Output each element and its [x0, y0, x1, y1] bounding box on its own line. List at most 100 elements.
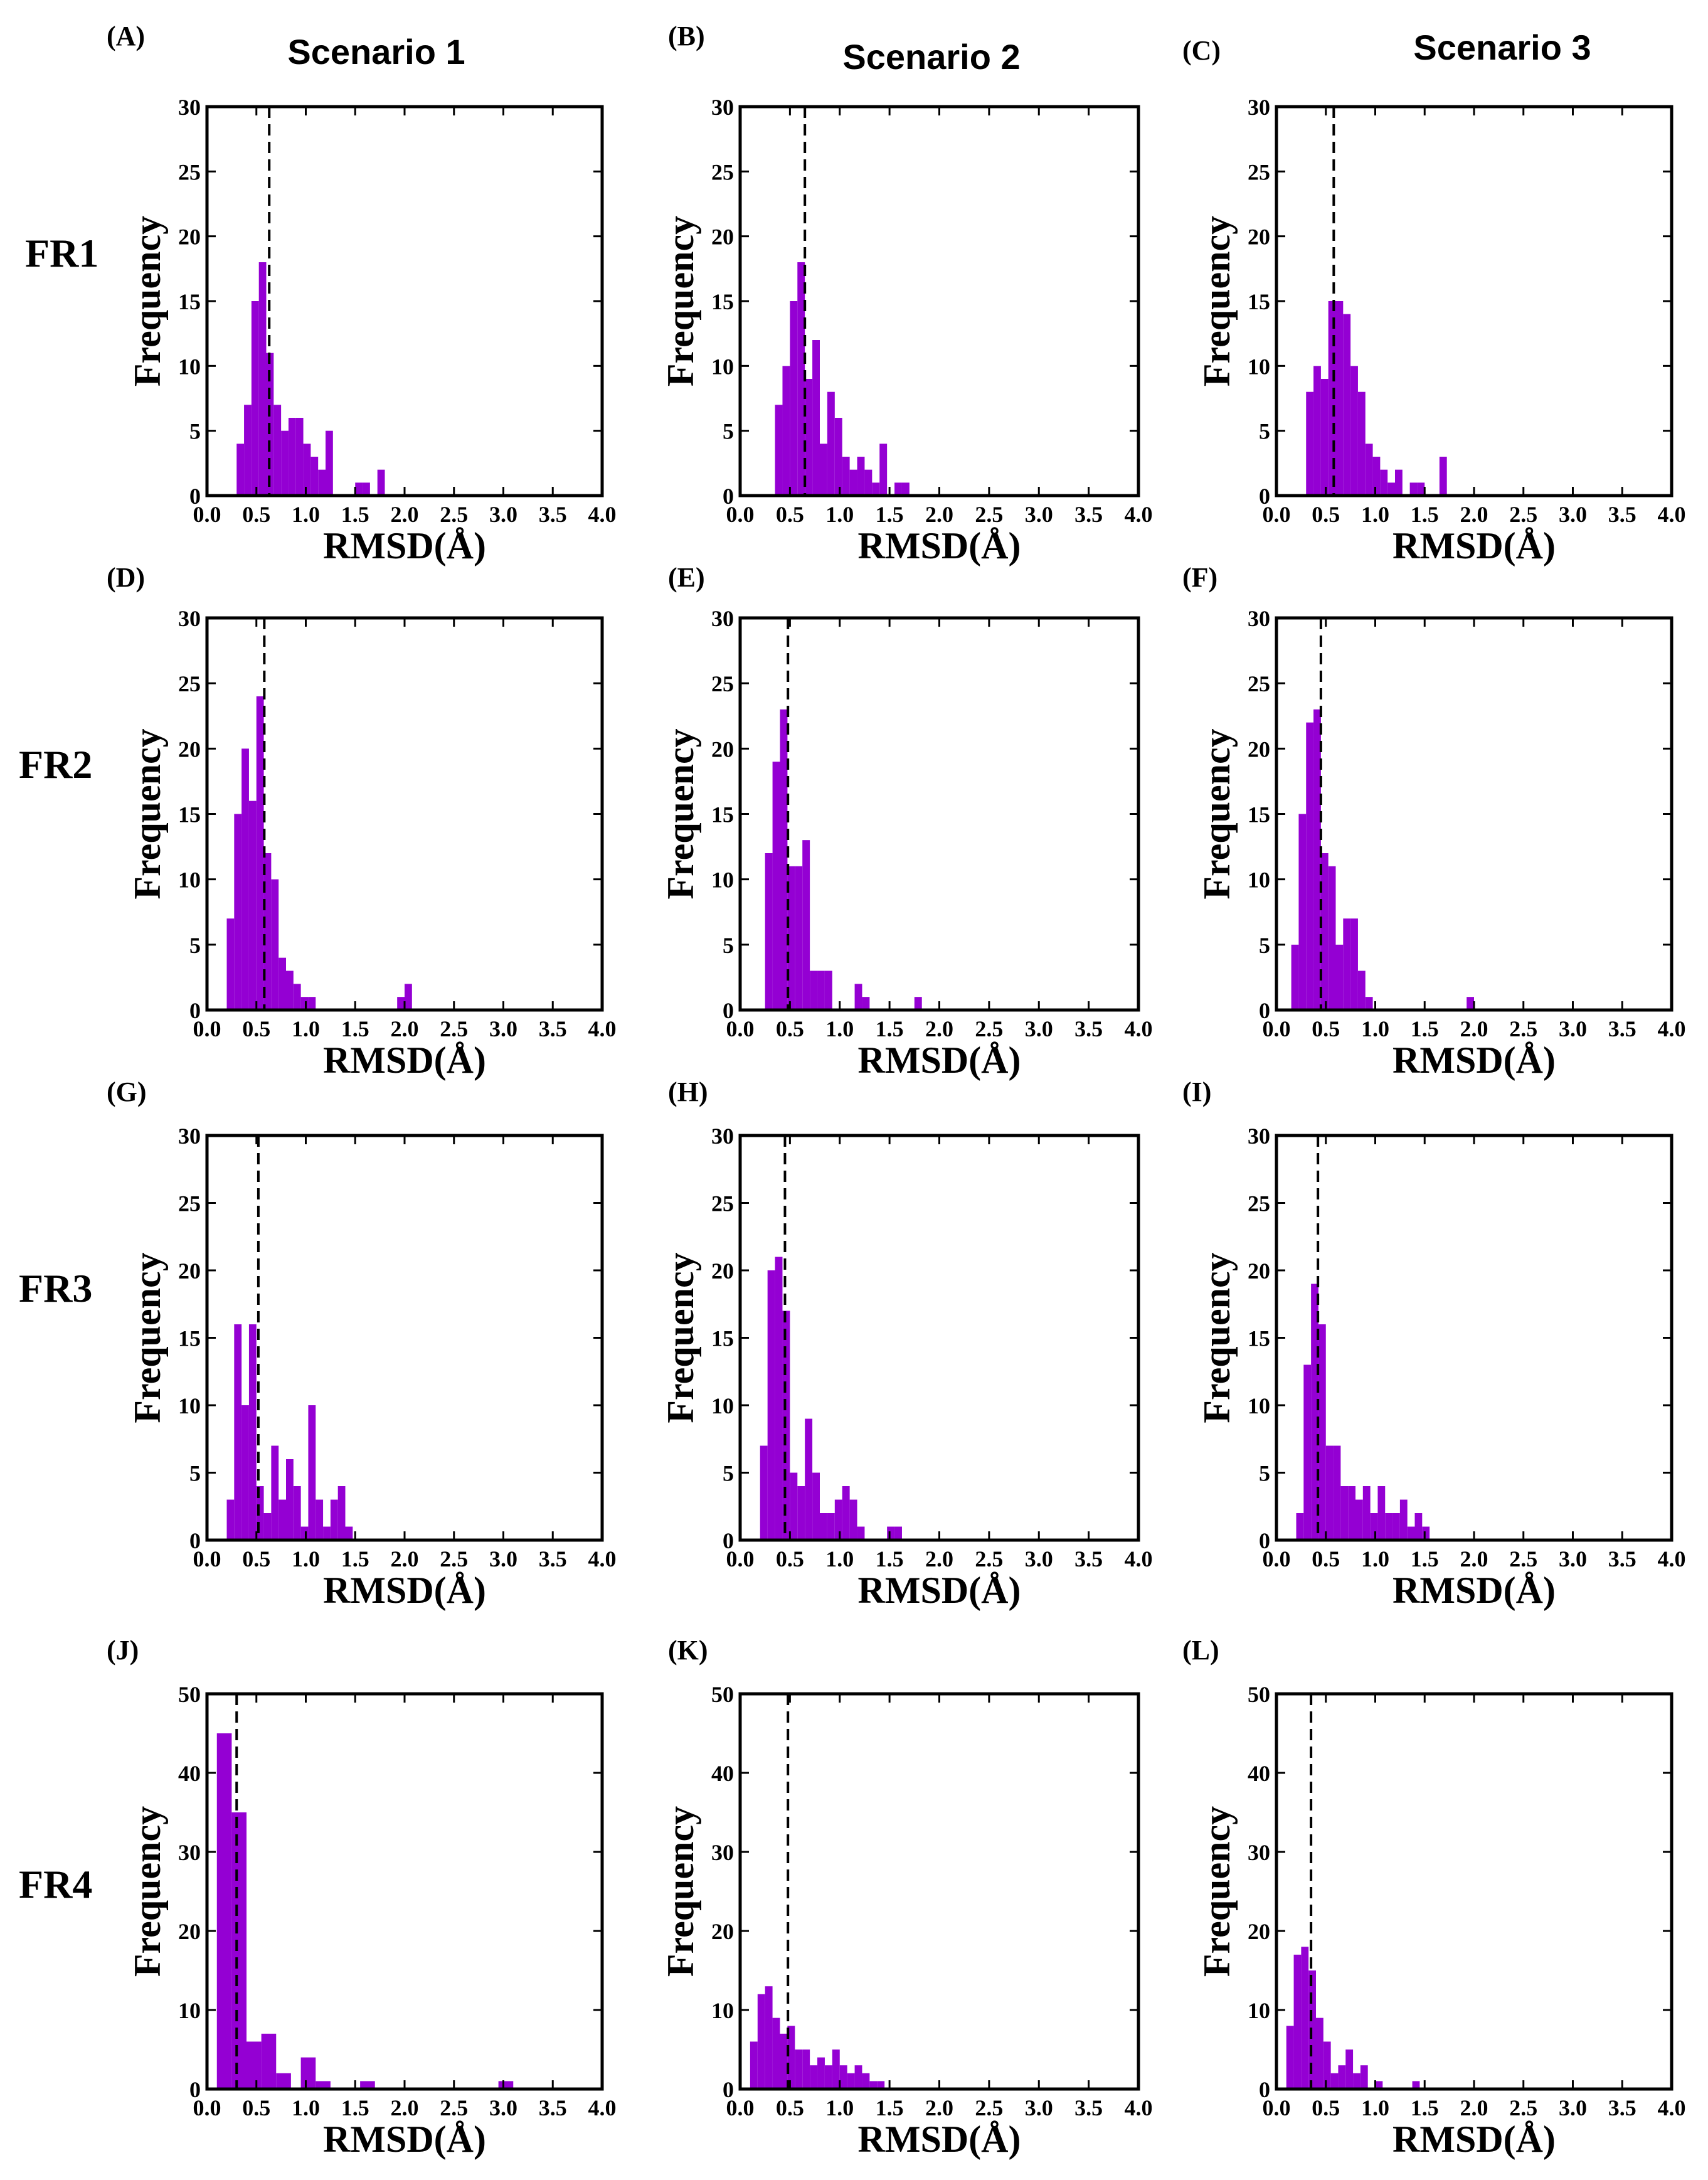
- y-tick-label: 20: [178, 1258, 201, 1284]
- histogram-bar: [323, 1526, 331, 1540]
- histogram-bar: [1338, 2065, 1346, 2089]
- x-tick-label: 1.0: [292, 1016, 320, 1041]
- x-tick-label: 2.5: [440, 1016, 468, 1041]
- y-tick-label: 5: [723, 419, 734, 444]
- y-tick-label: 10: [178, 354, 201, 379]
- y-tick-label: 15: [711, 1326, 734, 1351]
- y-tick-label: 10: [711, 1393, 734, 1418]
- y-tick-label: 5: [1259, 419, 1270, 444]
- x-tick-label: 0.5: [1312, 2095, 1340, 2120]
- y-tick-label: 50: [711, 1682, 734, 1707]
- y-axis-label: Frequency: [127, 728, 168, 899]
- histogram-bar: [377, 469, 385, 496]
- histogram-bar: [1375, 2081, 1383, 2089]
- histogram-bar: [236, 444, 245, 496]
- histogram-bar: [914, 997, 922, 1010]
- x-tick-label: 0.0: [726, 1546, 755, 1571]
- y-tick-label: 15: [178, 289, 201, 314]
- y-tick-label: 30: [711, 95, 734, 120]
- histogram-bar: [326, 430, 333, 496]
- y-tick-label: 10: [711, 354, 734, 379]
- x-tick-label: 2.0: [925, 2095, 953, 2120]
- histogram-bar: [1301, 1947, 1309, 2089]
- panel-letter: (C): [1182, 35, 1221, 66]
- x-tick-label: 3.5: [539, 502, 567, 527]
- x-tick-label: 3.0: [1559, 502, 1587, 527]
- histogram-bar: [303, 444, 311, 496]
- histogram-bar: [810, 2065, 818, 2089]
- x-tick-label: 0.0: [1263, 1016, 1291, 1041]
- panel-letter: (L): [1182, 1635, 1219, 1666]
- x-tick-label: 0.5: [242, 2095, 270, 2120]
- histogram-panel-k: (K) 0.0 0.5 1.0 1.5 2.0 2.5 3.0 3.5 4.0 0 10 20 30 40 5…: [660, 1635, 1153, 2160]
- x-tick-label: 0.5: [1312, 1546, 1340, 1571]
- x-tick-label: 3.0: [1559, 1016, 1587, 1041]
- x-tick-label: 3.5: [1074, 1016, 1103, 1041]
- plot-frame: [1275, 1692, 1674, 2091]
- y-tick-label: 50: [1248, 1682, 1270, 1707]
- x-tick-label: 2.0: [391, 1546, 419, 1571]
- y-tick-label: 25: [1248, 1191, 1270, 1216]
- y-tick-label: 25: [178, 1191, 201, 1216]
- histogram-bar: [864, 469, 873, 496]
- y-tick-label: 30: [1248, 1124, 1270, 1149]
- x-tick-label: 0.5: [242, 502, 270, 527]
- y-tick-label: 40: [711, 1761, 734, 1786]
- histogram-bar: [862, 2073, 870, 2089]
- histogram-bar: [318, 469, 326, 496]
- x-tick-label: 0.5: [1312, 502, 1340, 527]
- y-axis-label: Frequency: [660, 216, 701, 386]
- x-tick-label: 4.0: [588, 2095, 617, 2120]
- x-tick-label: 1.5: [876, 1016, 904, 1041]
- x-tick-label: 3.0: [1025, 2095, 1053, 2120]
- histogram-bar: [251, 301, 259, 496]
- histogram-bar: [1385, 1513, 1393, 1540]
- x-tick-label: 2.5: [440, 502, 468, 527]
- column-title-scenario-2: Scenario 2: [842, 37, 1020, 77]
- histogram-bar: [824, 2065, 832, 2089]
- histogram-bar: [226, 918, 235, 1010]
- histogram-bar: [795, 2050, 803, 2089]
- histogram-bar: [226, 1499, 235, 1540]
- x-tick-label: 1.5: [341, 1546, 369, 1571]
- y-tick-label: 5: [723, 933, 734, 958]
- x-tick-label: 3.0: [1025, 1546, 1053, 1571]
- panel-letter: (K): [668, 1635, 708, 1666]
- x-tick-label: 3.0: [1025, 1016, 1053, 1041]
- histogram-panel-e: (E) 0.0 0.5 1.0 1.5 2.0 2.5 3.0 3.5 4.0 0 5 10 15 20 25…: [660, 562, 1153, 1081]
- y-tick-label: 0: [723, 998, 734, 1023]
- histogram-bar: [248, 1324, 257, 1540]
- histogram-bar: [820, 1513, 827, 1540]
- x-axis-label: RMSD(Å): [1392, 1039, 1556, 1081]
- histogram-bar: [1414, 1513, 1423, 1540]
- histogram-bar: [1316, 2018, 1323, 2089]
- histogram-bar: [1350, 366, 1358, 496]
- x-tick-label: 4.0: [1125, 2095, 1153, 2120]
- histogram-bar: [1348, 1486, 1355, 1540]
- y-tick-label: 30: [1248, 1840, 1270, 1865]
- x-tick-label: 2.5: [975, 2095, 1003, 2120]
- row-label-fr4: FR4: [19, 1862, 92, 1906]
- histogram-bar: [244, 405, 252, 496]
- x-tick-label: 0.5: [776, 1016, 804, 1041]
- histogram-bar: [310, 457, 319, 496]
- y-tick-label: 25: [178, 159, 201, 184]
- x-tick-label: 1.0: [1361, 1546, 1389, 1571]
- y-tick-label: 30: [178, 1124, 201, 1149]
- histogram-bar: [810, 970, 818, 1010]
- histogram-bar: [1392, 1513, 1400, 1540]
- histogram-bar: [1357, 391, 1366, 496]
- histogram-bar: [1439, 457, 1447, 496]
- x-tick-label: 1.0: [1361, 1016, 1389, 1041]
- y-tick-label: 20: [178, 1919, 201, 1944]
- histogram-bar: [1286, 2026, 1294, 2089]
- x-tick-label: 2.0: [391, 502, 419, 527]
- histogram-bar: [854, 984, 862, 1010]
- x-axis-label: RMSD(Å): [323, 1570, 486, 1611]
- x-tick-label: 1.0: [825, 1546, 854, 1571]
- x-tick-label: 2.5: [1509, 1546, 1537, 1571]
- x-axis-label: RMSD(Å): [1392, 2119, 1556, 2160]
- histogram-bar: [1298, 814, 1307, 1010]
- histogram-bar: [1370, 1513, 1378, 1540]
- x-tick-label: 1.0: [1361, 2095, 1389, 2120]
